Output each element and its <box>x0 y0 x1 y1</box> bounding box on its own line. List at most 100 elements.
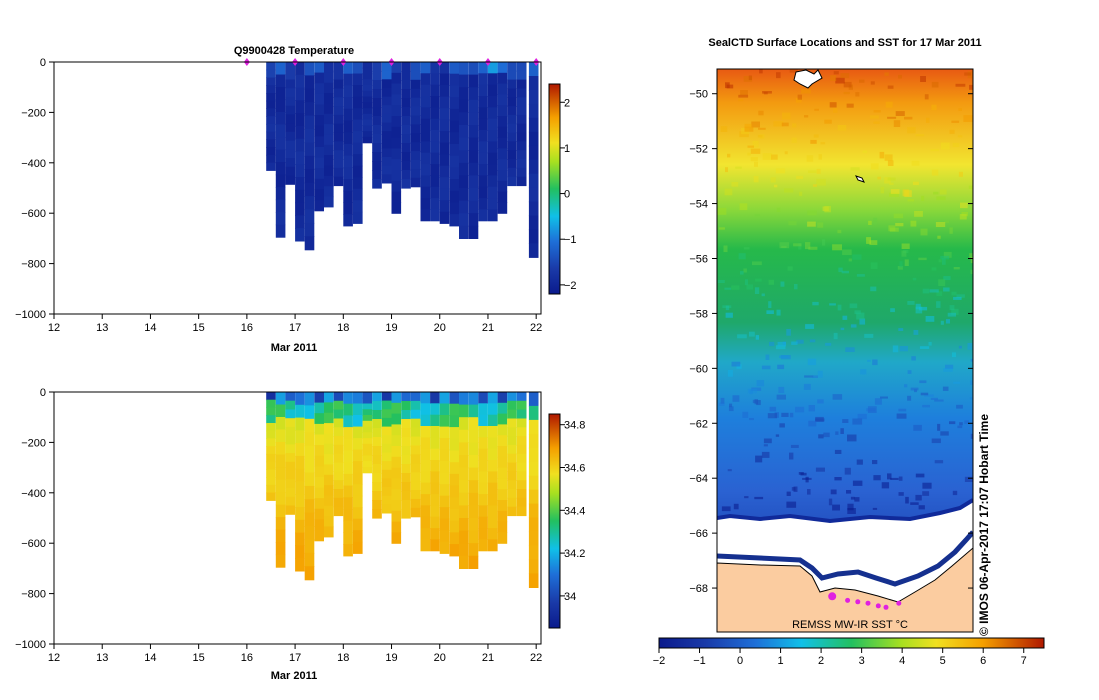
profile-cell <box>401 446 411 456</box>
profile-cell <box>439 119 450 132</box>
sst-speckle <box>729 403 733 408</box>
sst-speckle <box>957 135 963 138</box>
profile-cell <box>275 529 286 543</box>
sst-speckle <box>970 358 973 362</box>
colorbar-tick-label: 34 <box>564 591 576 603</box>
profile-cell <box>391 116 402 128</box>
profile-cell <box>410 133 421 143</box>
profile-cell <box>324 196 334 208</box>
sst-speckle <box>919 346 930 349</box>
profile-cell <box>275 392 286 406</box>
sst-speckle <box>845 347 855 352</box>
profile-cell <box>528 405 539 421</box>
profile-cell <box>488 414 498 427</box>
sst-speckle <box>898 74 902 79</box>
profile-cell <box>285 479 295 489</box>
profile-cell <box>362 392 373 399</box>
profile-cell <box>391 500 402 512</box>
sst-speckle <box>830 489 837 495</box>
sst-speckle <box>732 395 740 402</box>
profile-cell <box>507 62 517 72</box>
sst-speckle <box>833 71 839 75</box>
profile-cell <box>468 467 479 481</box>
profile-cell <box>430 539 440 552</box>
sst-speckle <box>832 244 842 251</box>
map-y-tick-label: −64 <box>689 473 708 485</box>
profile-cell <box>362 79 373 86</box>
sst-c-tick-label: 6 <box>980 655 986 667</box>
profile-cell <box>488 460 498 472</box>
profile-cell <box>497 435 508 447</box>
profile-cell <box>353 73 363 86</box>
profile-cell <box>275 417 286 431</box>
profile-cell <box>362 420 373 428</box>
profile-cell <box>353 165 363 178</box>
profile-cell <box>324 526 334 538</box>
profile-cell <box>439 131 450 144</box>
sst-speckle <box>899 261 903 268</box>
sst-speckle <box>953 381 960 384</box>
sst-speckle <box>776 309 781 316</box>
sst-speckle <box>789 452 794 460</box>
profile-cell <box>372 401 382 411</box>
profile-cell <box>343 62 353 75</box>
profile-cell <box>497 456 508 469</box>
profile-cell <box>304 62 315 76</box>
profile-cell <box>353 484 363 497</box>
sst-speckle <box>790 444 799 448</box>
sst-speckle <box>742 411 749 418</box>
profile-cell <box>478 186 488 199</box>
profile-cell <box>439 403 450 416</box>
sst-speckle <box>960 202 968 209</box>
sst-speckle <box>747 388 757 394</box>
profile-cell <box>285 62 295 72</box>
profile-cell <box>391 489 402 501</box>
profile-cell <box>439 165 450 178</box>
sst-speckle <box>937 235 941 239</box>
profile-cell <box>420 437 431 450</box>
y-tick-label: −1000 <box>15 309 46 321</box>
sst-c-tick-label: 4 <box>899 655 905 667</box>
sst-speckle <box>822 239 826 246</box>
profile-cell <box>372 179 382 189</box>
profile-cell <box>478 130 488 142</box>
sst-speckle <box>753 175 759 183</box>
sst-speckle <box>744 126 754 132</box>
profile-cell <box>507 427 517 437</box>
profile-cell <box>468 87 479 101</box>
profile-cell <box>333 462 344 472</box>
sst-speckle <box>868 220 872 225</box>
profile-cell <box>324 134 334 146</box>
profile-cell <box>401 428 411 438</box>
y-tick-label: −600 <box>21 538 46 550</box>
profile-cell <box>439 392 450 405</box>
sst-speckle <box>940 431 949 436</box>
sst-speckle <box>938 279 946 286</box>
profile-cell <box>459 200 469 214</box>
x-tick-label: 16 <box>241 652 253 664</box>
profile-cell <box>449 438 459 452</box>
sst-c-tick-label: 1 <box>778 655 784 667</box>
profile-cell <box>401 419 411 429</box>
sst-speckle <box>812 184 817 187</box>
profile-cell <box>507 480 517 490</box>
sst-speckle <box>740 271 744 275</box>
sst-speckle <box>872 359 878 366</box>
sst-speckle <box>743 247 750 250</box>
profile-cell <box>266 399 276 408</box>
profile-cell <box>372 455 382 465</box>
profile-cell <box>516 150 527 160</box>
sst-speckle <box>744 279 748 286</box>
profile-cell <box>468 455 479 469</box>
profile-cell <box>507 176 517 187</box>
sst-speckle <box>904 116 913 120</box>
temperature-colorbar <box>548 83 561 295</box>
profile-cell <box>391 521 402 533</box>
sst-speckle <box>842 419 849 423</box>
y-tick-label: −400 <box>21 158 46 170</box>
profile-cell <box>516 497 527 508</box>
profile-cell <box>381 487 392 497</box>
profile-cell <box>449 179 459 192</box>
profile-cell <box>468 442 479 456</box>
